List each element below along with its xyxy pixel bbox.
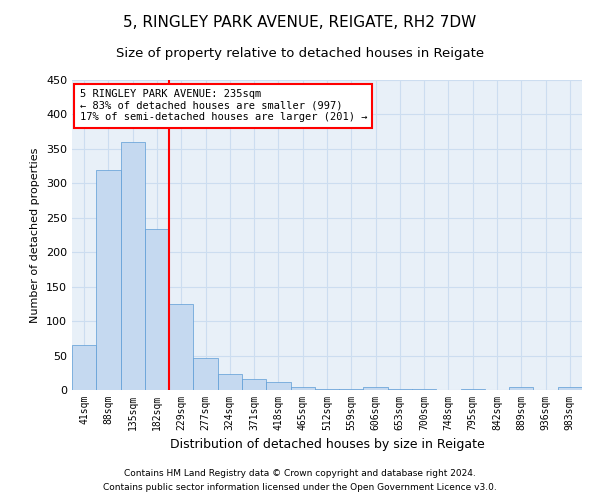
Text: 5, RINGLEY PARK AVENUE, REIGATE, RH2 7DW: 5, RINGLEY PARK AVENUE, REIGATE, RH2 7DW xyxy=(124,15,476,30)
Bar xyxy=(193,358,218,390)
Text: 5 RINGLEY PARK AVENUE: 235sqm
← 83% of detached houses are smaller (997)
17% of : 5 RINGLEY PARK AVENUE: 235sqm ← 83% of d… xyxy=(80,90,367,122)
Text: Contains public sector information licensed under the Open Government Licence v3: Contains public sector information licen… xyxy=(103,484,497,492)
Bar xyxy=(169,304,193,390)
Bar xyxy=(315,388,339,390)
Bar xyxy=(558,386,582,390)
Text: Size of property relative to detached houses in Reigate: Size of property relative to detached ho… xyxy=(116,48,484,60)
Bar xyxy=(242,379,266,390)
Y-axis label: Number of detached properties: Number of detached properties xyxy=(31,148,40,322)
Bar xyxy=(96,170,121,390)
Bar xyxy=(290,386,315,390)
Bar xyxy=(509,386,533,390)
Text: Contains HM Land Registry data © Crown copyright and database right 2024.: Contains HM Land Registry data © Crown c… xyxy=(124,468,476,477)
Bar xyxy=(364,386,388,390)
X-axis label: Distribution of detached houses by size in Reigate: Distribution of detached houses by size … xyxy=(170,438,484,452)
Bar xyxy=(145,230,169,390)
Bar xyxy=(72,345,96,390)
Bar xyxy=(121,142,145,390)
Bar xyxy=(218,374,242,390)
Bar xyxy=(266,382,290,390)
